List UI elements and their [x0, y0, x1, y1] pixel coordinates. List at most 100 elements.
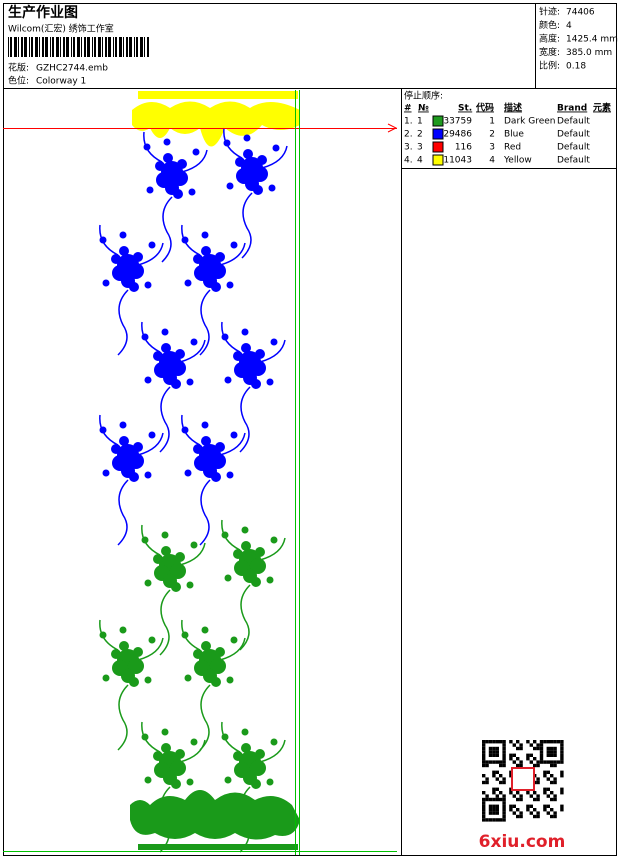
qr-cell — [488, 818, 493, 822]
bar — [31, 37, 33, 57]
bar — [63, 37, 65, 57]
bar — [42, 37, 44, 57]
leaf — [266, 778, 274, 786]
qr-cell — [495, 794, 499, 798]
petal — [250, 558, 266, 574]
qr-cell — [553, 740, 557, 744]
petal — [111, 444, 121, 454]
qr-cell — [529, 794, 533, 798]
row-brand: Default — [557, 130, 590, 140]
leaf — [190, 338, 198, 346]
qr-cell — [495, 808, 499, 812]
qr-cell — [482, 801, 486, 805]
qr-cell — [516, 763, 520, 768]
bar — [126, 37, 128, 57]
qr-cell — [556, 740, 561, 744]
color-swatch — [432, 154, 444, 166]
leaf — [146, 186, 154, 194]
petal — [153, 351, 163, 361]
bar — [21, 37, 23, 57]
qr-cell — [546, 770, 550, 774]
qr-cell — [502, 804, 506, 808]
leaf — [221, 733, 229, 741]
qr-cell — [546, 794, 550, 798]
qr-cell — [492, 818, 496, 822]
leaf — [181, 236, 189, 244]
leaf — [144, 376, 152, 384]
bar — [94, 37, 96, 57]
info-block: 针迹: 74406 颜色: 4 高度: 1425.4 mm 宽度: 385.0 mm 比例: 0.… — [539, 6, 618, 72]
motif — [141, 321, 206, 453]
bar — [73, 37, 75, 57]
barcode — [8, 37, 149, 57]
qr-cell — [550, 791, 554, 795]
motif — [221, 721, 286, 853]
qr-cell — [536, 760, 540, 764]
petal — [129, 472, 139, 482]
petal — [251, 779, 261, 789]
leaf — [144, 579, 152, 587]
qr-cell — [499, 780, 503, 785]
leaf — [270, 536, 278, 544]
qr-cell — [482, 760, 486, 764]
column-header: 元素 — [593, 102, 611, 114]
qr-cell — [556, 760, 561, 764]
qr-cell — [495, 811, 499, 815]
motif — [181, 414, 246, 546]
qr-cell — [543, 787, 547, 791]
bar — [144, 37, 145, 57]
color-swatch — [432, 128, 444, 140]
qr-cell — [482, 814, 486, 819]
qr-cell — [529, 804, 533, 808]
qr-cell — [536, 777, 540, 781]
qr-cell — [495, 770, 499, 774]
qr-cell — [546, 804, 550, 808]
qr-cell — [485, 777, 489, 781]
qr-cell — [526, 804, 530, 808]
qr-cell — [485, 818, 489, 822]
leaf — [186, 378, 194, 386]
qr-cell — [546, 740, 550, 744]
qr-cell — [560, 753, 564, 757]
leaf — [184, 469, 192, 477]
title: 生产作业图 — [8, 4, 78, 21]
qr-cell — [529, 760, 533, 764]
leaf — [163, 138, 171, 146]
row-brand: Default — [557, 117, 590, 127]
row-index: 1. — [404, 117, 413, 127]
qr-cell — [560, 808, 564, 812]
motif — [221, 321, 286, 453]
qr-cell — [502, 757, 506, 761]
qr-cell — [502, 740, 506, 744]
qr-cell — [539, 743, 544, 747]
motif — [221, 519, 286, 651]
qr-cell — [492, 770, 496, 774]
qr-cell — [509, 808, 513, 812]
qr-cell — [529, 743, 533, 747]
qr-cell — [502, 753, 506, 757]
petal — [215, 647, 225, 657]
bar — [102, 37, 103, 57]
qr-cell — [499, 774, 503, 778]
petal — [171, 779, 181, 789]
qr-cell — [509, 774, 513, 778]
bar — [56, 37, 59, 57]
qr-cell — [485, 780, 489, 785]
leaf — [144, 281, 152, 289]
leaf — [230, 431, 238, 439]
info-value: 4 — [566, 21, 572, 31]
leaf — [241, 526, 249, 534]
leaf — [188, 188, 196, 196]
column-header: № — [418, 104, 429, 114]
row-stitches: 33759 — [443, 117, 472, 127]
leaf — [230, 636, 238, 644]
leaf — [141, 333, 149, 341]
border — [130, 790, 300, 840]
qr-cell — [482, 818, 486, 822]
qr-cell — [482, 763, 486, 768]
qr-cell — [488, 750, 493, 754]
qr-cell — [519, 794, 523, 798]
qr-cell — [519, 814, 523, 819]
leaf — [268, 184, 276, 192]
row-code: 4 — [489, 156, 495, 166]
